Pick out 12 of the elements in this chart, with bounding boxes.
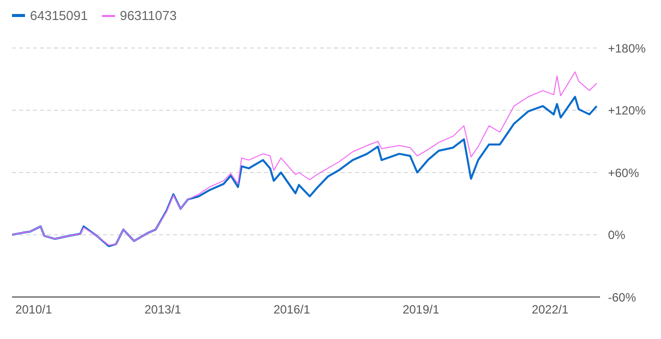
x-tick-label: 2019/1 xyxy=(402,302,440,317)
y-tick-label: -60% xyxy=(608,290,636,304)
x-tick-label: 2013/1 xyxy=(144,302,182,317)
y-tick-label: +60% xyxy=(608,166,640,180)
y-tick-label: +180% xyxy=(608,41,646,56)
x-tick-label: 2010/1 xyxy=(15,302,52,317)
x-tick-label: 2022/1 xyxy=(532,302,569,317)
legend-label: 64315091 xyxy=(29,8,88,23)
legend-label: 96311073 xyxy=(118,8,177,23)
y-tick-label: +120% xyxy=(608,104,646,118)
x-tick-label: 2016/1 xyxy=(273,302,310,317)
y-tick-label: 0% xyxy=(608,228,626,242)
